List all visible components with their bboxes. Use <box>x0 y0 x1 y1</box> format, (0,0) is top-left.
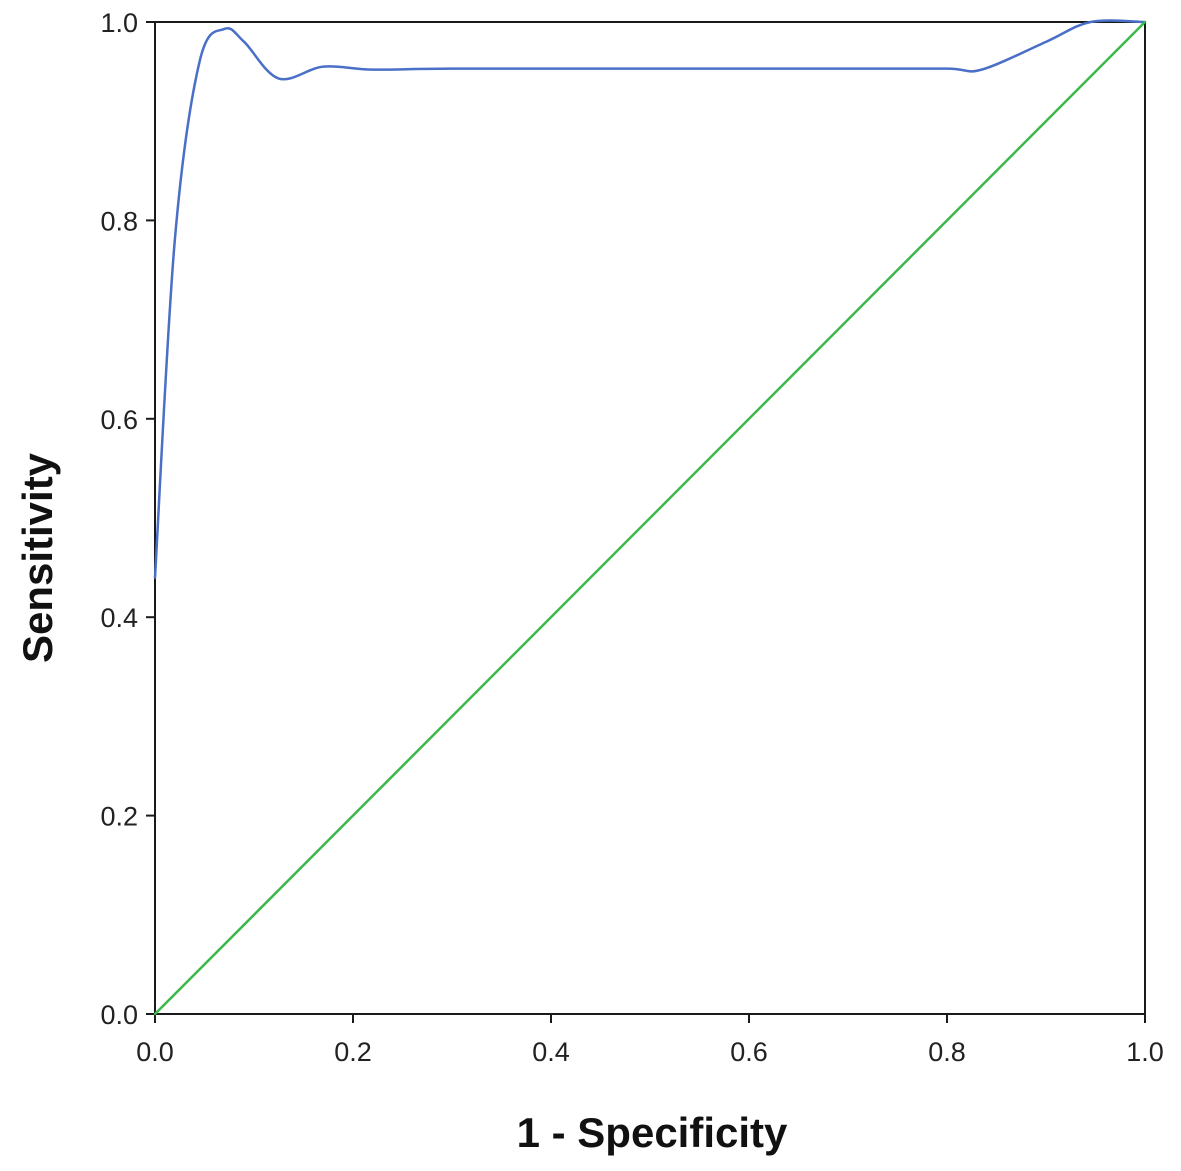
x-tick-label: 0.4 <box>532 1037 570 1067</box>
x-axis-title: 1 - Specificity <box>517 1109 788 1156</box>
plot-frame <box>154 21 1146 1015</box>
reference-diagonal-line <box>153 20 1147 1016</box>
y-tick-label: 0.6 <box>100 405 138 435</box>
x-tick-label: 0.6 <box>730 1037 768 1067</box>
x-tick-label: 1.0 <box>1126 1037 1164 1067</box>
x-axis: 0.0 0.2 0.4 0.6 0.8 1.0 <box>136 1014 1164 1067</box>
y-tick-label: 0.0 <box>100 1000 138 1030</box>
x-tick-label: 0.2 <box>334 1037 372 1067</box>
roc-curve-line <box>153 19 1147 579</box>
y-tick-label: 0.8 <box>100 206 138 236</box>
x-tick-label: 0.0 <box>136 1037 174 1067</box>
y-tick-label: 1.0 <box>100 8 138 38</box>
y-tick-label: 0.4 <box>100 603 138 633</box>
y-tick-label: 0.2 <box>100 802 138 832</box>
y-axis-title: Sensitivity <box>14 452 61 663</box>
y-axis: 0.0 0.2 0.4 0.6 0.8 1.0 <box>100 8 155 1030</box>
series-layer <box>153 19 1147 1016</box>
x-tick-label: 0.8 <box>928 1037 966 1067</box>
